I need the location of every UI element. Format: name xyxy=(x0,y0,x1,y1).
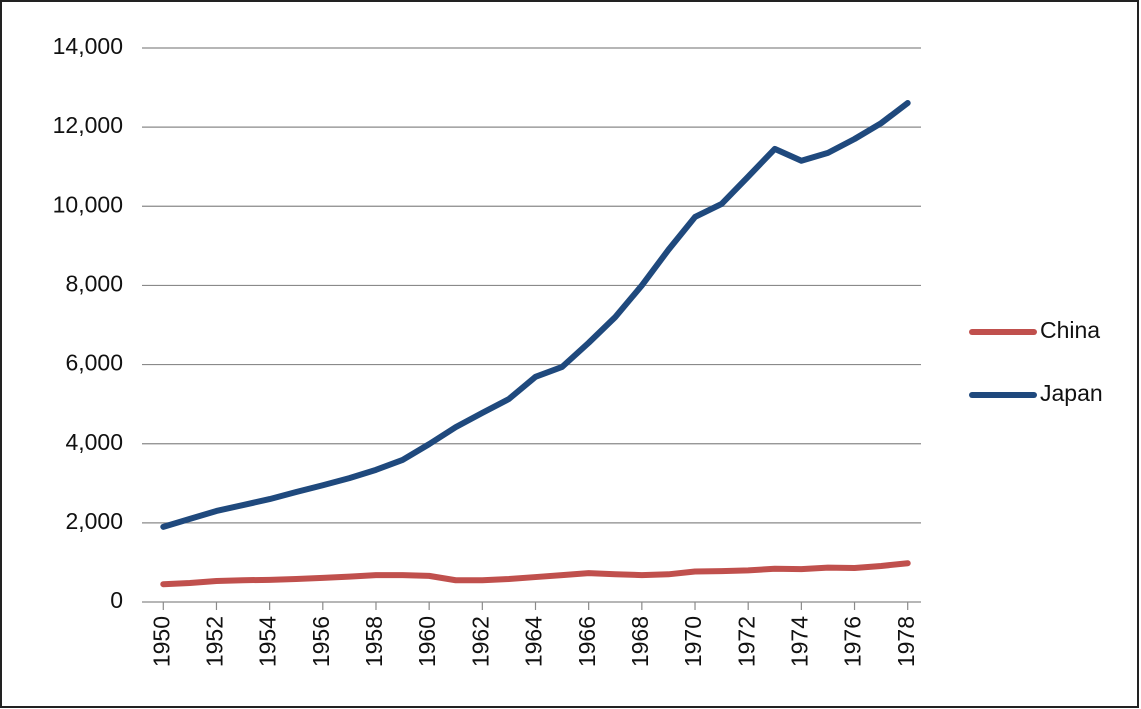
y-tick-label: 8,000 xyxy=(65,271,123,297)
legend-label: China xyxy=(1040,317,1100,343)
x-tick-label: 1978 xyxy=(893,616,919,667)
series-line xyxy=(160,560,911,588)
y-tick-label: 0 xyxy=(110,587,123,613)
x-tick-label: 1962 xyxy=(467,616,493,667)
x-tick-label: 1956 xyxy=(308,616,334,667)
x-tick-label: 1950 xyxy=(148,616,174,667)
x-tick-label: 1972 xyxy=(733,616,759,667)
y-tick-label: 4,000 xyxy=(65,429,123,455)
y-tick-label: 6,000 xyxy=(65,350,123,376)
x-tick-label: 1966 xyxy=(574,616,600,667)
x-tick-label: 1958 xyxy=(361,616,387,667)
x-tick-label: 1968 xyxy=(627,616,653,667)
y-tick-label: 12,000 xyxy=(53,112,123,138)
x-tick-label: 1952 xyxy=(202,616,228,667)
x-tick-label: 1976 xyxy=(840,616,866,667)
x-tick-label: 1960 xyxy=(414,616,440,667)
legend-label: Japan xyxy=(1040,380,1103,406)
x-tick-label: 1970 xyxy=(680,616,706,667)
x-tick-label: 1954 xyxy=(255,616,281,667)
y-tick-label: 10,000 xyxy=(53,191,123,217)
x-tick-label: 1974 xyxy=(786,616,812,667)
series-line xyxy=(160,100,911,530)
x-tick-label: 1964 xyxy=(521,616,547,667)
y-tick-label: 14,000 xyxy=(53,33,123,59)
y-tick-label: 2,000 xyxy=(65,508,123,534)
